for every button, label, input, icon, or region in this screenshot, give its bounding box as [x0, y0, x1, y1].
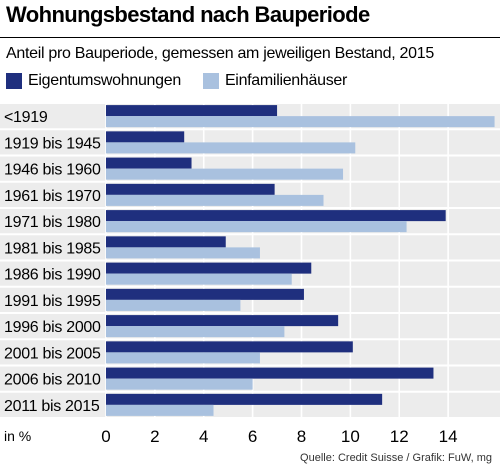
bar-eigentumswohnungen — [106, 183, 275, 195]
legend-label-einfamilienhaeuser: Einfamilienhäuser — [224, 72, 348, 89]
unit-label: in % — [4, 428, 31, 444]
category-label: 1946 bis 1960 — [4, 162, 101, 179]
legend-item-einfamilienhaeuser: Einfamilienhäuser — [202, 72, 348, 90]
x-tick-label: 8 — [297, 427, 306, 446]
bar-einfamilienhaeuser — [106, 352, 260, 364]
bar-einfamilienhaeuser — [106, 168, 344, 180]
legend-swatch-einfamilienhaeuser — [202, 73, 219, 89]
bar-eigentumswohnungen — [106, 236, 226, 248]
bar-eigentumswohnungen — [106, 393, 383, 405]
bar-einfamilienhaeuser — [106, 404, 214, 416]
category-label: <1919 — [4, 109, 48, 126]
x-tick-label: 10 — [341, 427, 360, 446]
bar-einfamilienhaeuser — [106, 142, 356, 154]
category-label: 1996 bis 2000 — [4, 319, 101, 336]
legend-label-eigentumswohnungen: Eigentumswohnungen — [28, 72, 181, 89]
bar-eigentumswohnungen — [106, 131, 185, 143]
bar-einfamilienhaeuser — [106, 247, 260, 259]
bar-eigentumswohnungen — [106, 210, 446, 222]
bar-einfamilienhaeuser — [106, 194, 324, 206]
x-tick-label: 4 — [199, 427, 208, 446]
bar-eigentumswohnungen — [106, 262, 312, 274]
category-label: 1986 bis 1990 — [4, 267, 101, 284]
x-tick-label: 2 — [150, 427, 159, 446]
category-label: 1991 bis 1995 — [4, 293, 101, 310]
bar-einfamilienhaeuser — [106, 378, 253, 390]
category-label: 2011 bis 2015 — [4, 398, 100, 415]
legend-swatch-eigentumswohnungen — [6, 73, 22, 89]
category-label: 1971 bis 1980 — [4, 214, 101, 231]
bar-eigentumswohnungen — [106, 315, 339, 327]
category-label: 1919 bis 1945 — [4, 135, 101, 152]
chart-subtitle: Anteil pro Bauperiode, gemessen am jewei… — [6, 45, 434, 62]
bar-einfamilienhaeuser — [106, 273, 292, 285]
bar-eigentumswohnungen — [106, 367, 434, 379]
category-label: 1961 bis 1970 — [4, 188, 101, 205]
x-tick-label: 14 — [439, 427, 458, 446]
bar-einfamilienhaeuser — [106, 221, 407, 233]
x-tick-label: 12 — [390, 427, 409, 446]
chart-title: Wohnungsbestand nach Bauperiode — [6, 2, 370, 27]
bar-eigentumswohnungen — [106, 341, 353, 353]
bar-eigentumswohnungen — [106, 105, 278, 117]
x-tick-label: 0 — [101, 427, 110, 446]
source-credit: Quelle: Credit Suisse / Grafik: FuW, mg — [300, 452, 492, 464]
bar-einfamilienhaeuser — [106, 116, 495, 128]
bar-eigentumswohnungen — [106, 288, 304, 300]
bar-einfamilienhaeuser — [106, 299, 241, 311]
legend-item-eigentumswohnungen: Eigentumswohnungen — [6, 72, 181, 90]
category-label: 2006 bis 2010 — [4, 372, 101, 389]
category-label: 2001 bis 2005 — [4, 345, 101, 362]
x-tick-label: 6 — [248, 427, 257, 446]
bar-einfamilienhaeuser — [106, 326, 285, 338]
bar-eigentumswohnungen — [106, 157, 192, 169]
title-divider — [0, 37, 500, 38]
legend: Eigentumswohnungen Einfamilienhäuser — [6, 70, 369, 92]
category-label: 1981 bis 1985 — [4, 240, 101, 257]
